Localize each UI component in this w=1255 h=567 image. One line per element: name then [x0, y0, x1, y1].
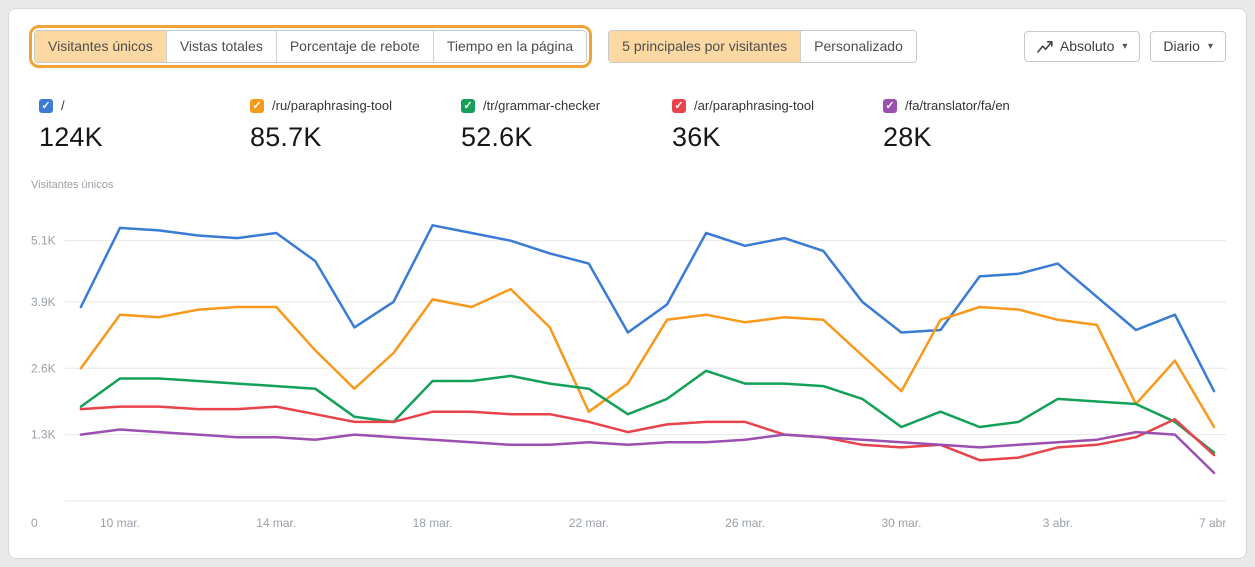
series-checkbox[interactable]: ✓ [461, 98, 475, 113]
tab-custom[interactable]: Personalizado [800, 31, 916, 63]
interval-dropdown[interactable]: Diario ▾ [1150, 31, 1226, 63]
absolute-dropdown-label: Absoluto [1059, 38, 1115, 54]
series-label: / [61, 98, 65, 114]
check-icon: ✓ [41, 100, 51, 113]
series-checkbox[interactable]: ✓ [39, 98, 53, 113]
legend-item: ✓ /ar/paraphrasing-tool 36K [672, 98, 883, 153]
tab-top5-by-visitors[interactable]: 5 principales por visitantes [609, 31, 801, 63]
legend-item: ✓ / 124K [39, 98, 250, 153]
analytics-card: Visitantes únicos Vistas totales Porcent… [8, 8, 1247, 559]
legend-item: ✓ /tr/grammar-checker 52.6K [461, 98, 672, 153]
series-total: 28K [883, 122, 932, 153]
chevron-down-icon: ▾ [1207, 41, 1213, 53]
series-total: 52.6K [461, 122, 533, 153]
interval-dropdown-label: Diario [1163, 38, 1200, 54]
check-icon: ✓ [674, 100, 684, 113]
check-icon: ✓ [885, 100, 895, 113]
trend-icon [1037, 40, 1053, 54]
tab-bounce-rate[interactable]: Porcentaje de rebote [275, 31, 433, 63]
series-label: /ru/paraphrasing-tool [272, 98, 392, 114]
x-tick-label: 22 mar. [569, 516, 609, 530]
series-checkbox[interactable]: ✓ [672, 98, 686, 113]
chevron-down-icon: ▾ [1122, 41, 1128, 53]
series-checkbox[interactable]: ✓ [883, 98, 897, 113]
view-tabs: 5 principales por visitantes Personaliza… [608, 30, 917, 64]
series-total: 124K [39, 122, 103, 153]
line-series-0 [79, 224, 1216, 393]
y-tick-label: 3.9K [31, 295, 56, 309]
chart-area: Visitantes únicos 1.3K 2.6K 3.9K 5.1K 0 10 ma… [29, 179, 1226, 535]
right-controls: Absoluto ▾ Diario ▾ [1023, 31, 1226, 63]
series-legend: ✓ / 124K ✓ /ru/paraphrasing-tool 85.7K ✓… [29, 98, 1226, 153]
line-series-3 [79, 405, 1216, 462]
tab-total-views[interactable]: Vistas totales [165, 31, 276, 63]
x-tick-label: 3 abr. [1043, 516, 1073, 530]
visitors-line-chart: 1.3K 2.6K 3.9K 5.1K 0 10 mar. 14 mar. 18 mar. 22… [31, 224, 1226, 530]
x-tick-label: 26 mar. [725, 516, 765, 530]
y-tick-label: 5.1K [31, 234, 56, 248]
legend-item: ✓ /fa/translator/fa/en 28K [883, 98, 1094, 153]
x-tick-label: 7 abr. [1199, 516, 1226, 530]
chart-y-axis-label: Visitantes únicos [31, 179, 114, 192]
series-checkbox[interactable]: ✓ [250, 98, 264, 113]
series-label: /fa/translator/fa/en [905, 98, 1010, 114]
series-total: 36K [672, 122, 721, 153]
x-tick-label: 10 mar. [100, 516, 140, 530]
tab-time-on-page[interactable]: Tiempo en la página [432, 31, 587, 63]
x-tick-label: 14 mar. [256, 516, 296, 530]
metric-tabs: Visitantes únicos Vistas totales Porcent… [34, 30, 588, 64]
legend-item: ✓ /ru/paraphrasing-tool 85.7K [250, 98, 461, 153]
highlight-annotation: Visitantes únicos Vistas totales Porcent… [29, 25, 593, 69]
line-series-2 [79, 369, 1216, 455]
series-total: 85.7K [250, 122, 322, 153]
toolbar: Visitantes únicos Vistas totales Porcent… [29, 25, 1226, 69]
x-tick-label: 30 mar. [881, 516, 921, 530]
y-origin-label: 0 [31, 516, 38, 530]
absolute-dropdown[interactable]: Absoluto ▾ [1023, 31, 1141, 63]
check-icon: ✓ [252, 100, 262, 113]
check-icon: ✓ [463, 100, 473, 113]
line-series-4 [79, 428, 1216, 475]
x-tick-label: 18 mar. [413, 516, 453, 530]
series-label: /ar/paraphrasing-tool [694, 98, 814, 114]
series-label: /tr/grammar-checker [483, 98, 601, 114]
y-tick-label: 2.6K [31, 362, 56, 376]
line-series-1 [79, 288, 1216, 429]
tab-unique-visitors[interactable]: Visitantes únicos [35, 31, 166, 63]
y-tick-label: 1.3K [31, 428, 56, 442]
